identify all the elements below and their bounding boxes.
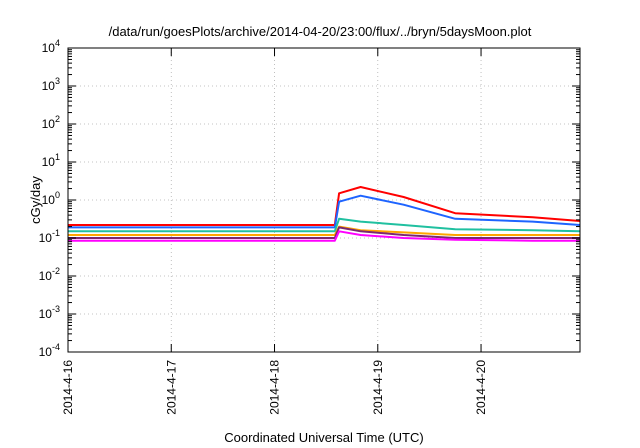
y-axis-label: cGy/day [28, 176, 43, 224]
series-line-1 [68, 186, 581, 226]
x-tick-label: 2014-4-19 [371, 360, 385, 415]
series-line-6 [68, 230, 580, 242]
x-tick-label: 2014-4-17 [164, 360, 178, 415]
y-tick-label: 10-1 [39, 228, 60, 245]
grid-layer [68, 48, 580, 352]
y-tick-label: 100 [42, 190, 60, 207]
x-tick-label: 2014-4-18 [268, 360, 282, 415]
tick-layer: 10-4 10-3 10-2 10-1 100 101 102 103 104 2014-4-16… [39, 38, 580, 415]
series-line-2 [68, 194, 581, 229]
y-tick-label: 103 [42, 76, 60, 93]
chart-title: /data/run/goesPlots/archive/2014-04-20/2… [109, 24, 532, 39]
y-tick-label: 10-4 [39, 342, 60, 359]
y-tick-label: 102 [42, 114, 60, 131]
y-tick-label: 10-3 [39, 304, 60, 321]
x-tick-label: 2014-4-20 [474, 360, 488, 415]
x-tick-label: 2014-4-16 [61, 360, 75, 415]
y-tick-label: 101 [42, 152, 60, 169]
x-axis-label: Coordinated Universal Time (UTC) [224, 430, 423, 445]
series-line-5 [68, 226, 580, 239]
series-layer [68, 186, 581, 242]
series-line-3 [68, 217, 581, 233]
y-tick-label: 104 [42, 38, 60, 55]
y-tick-label: 10-2 [39, 266, 60, 283]
